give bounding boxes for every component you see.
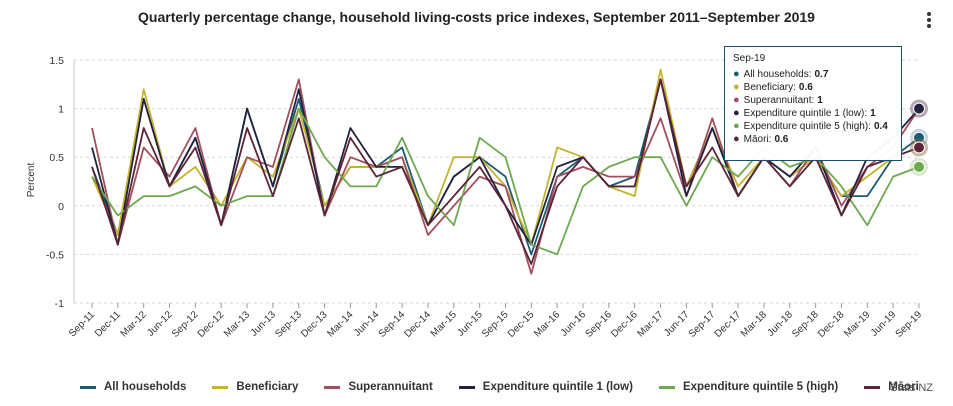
y-axis-ticks: -1 -0.5 0 0.5 1 1.5 <box>46 55 64 310</box>
x-tick-label: Jun-14 <box>352 309 382 339</box>
x-tick-label: Sep-18 <box>790 309 821 340</box>
tooltip-label: Expenditure quintile 5 (high): <box>743 121 871 132</box>
tooltip-row: ● Expenditure quintile 5 (high): 0.4 <box>733 120 893 133</box>
x-tick-label: Dec-11 <box>93 309 123 339</box>
y-tick-label: 1.5 <box>49 55 64 67</box>
tooltip: Sep-19 ● All households: 0.7 ● Beneficiary: 0… <box>724 46 902 161</box>
x-tick-label: Dec-17 <box>713 309 744 340</box>
x-tick-label: Dec-18 <box>816 309 847 340</box>
x-tick-label: Mar-15 <box>429 309 459 339</box>
legend-item[interactable]: Beneficiary <box>212 381 298 393</box>
x-tick-label: Mar-16 <box>532 309 562 339</box>
legend-label: All households <box>104 381 187 393</box>
tooltip-dot-icon: ● <box>733 68 740 80</box>
x-tick-label: Dec-13 <box>299 309 330 340</box>
tooltip-row: ● Beneficiary: 0.6 <box>733 81 893 94</box>
tooltip-dot-icon: ● <box>733 81 740 93</box>
x-tick-label: Mar-14 <box>325 309 355 339</box>
x-tick-label: Sep-14 <box>377 309 408 340</box>
tooltip-row: ● Māori: 0.6 <box>733 133 893 146</box>
tooltip-value: 1 <box>870 108 876 119</box>
legend-label: Expenditure quintile 1 (low) <box>482 381 633 393</box>
tooltip-value: 0.7 <box>814 69 829 80</box>
chart-title: Quarterly percentage change, household l… <box>138 9 815 25</box>
y-tick-label: 0.5 <box>49 152 64 164</box>
tooltip-label: Superannuitant: <box>743 95 815 106</box>
source-label: Stats NZ <box>890 382 933 394</box>
x-tick-label: Jun-16 <box>559 309 589 339</box>
tooltip-label: Expenditure quintile 1 (low): <box>743 108 868 119</box>
legend: All households Beneficiary Superannuitant E… <box>80 381 945 393</box>
data-point-marker[interactable] <box>913 141 925 154</box>
x-tick-label: Mar-19 <box>842 309 872 339</box>
x-tick-label: Sep-17 <box>687 309 718 340</box>
x-axis-ticks: Sep-11Dec-11Mar-12Jun-12Sep-12Dec-12Mar-… <box>67 303 924 340</box>
x-tick-label: Sep-16 <box>583 309 614 340</box>
x-tick-label: Jun-19 <box>869 309 899 339</box>
x-tick-label: Mar-18 <box>739 309 769 339</box>
y-axis-label: Percent <box>26 163 37 198</box>
tooltip-row: ● Expenditure quintile 1 (low): 1 <box>733 107 893 120</box>
x-tick-label: Jun-18 <box>766 309 796 339</box>
x-tick-label: Dec-16 <box>609 309 640 340</box>
chart-menu-icon[interactable] <box>922 10 936 32</box>
tooltip-dot-icon: ● <box>733 107 740 119</box>
x-tick-label: Sep-11 <box>67 309 97 339</box>
tooltip-value: 1 <box>817 95 823 106</box>
tooltip-row: ● Superannuitant: 1 <box>733 94 893 107</box>
tooltip-rows: ● All households: 0.7 ● Beneficiary: 0.6 ● Supe… <box>733 68 893 146</box>
x-tick-label: Jun-15 <box>455 309 485 339</box>
x-tick-label: Dec-15 <box>506 309 537 340</box>
legend-label: Superannuitant <box>348 381 433 393</box>
data-point-marker[interactable] <box>913 102 925 115</box>
data-point-marker[interactable] <box>913 160 925 173</box>
tooltip-date: Sep-19 <box>733 53 766 64</box>
legend-swatch <box>864 385 881 389</box>
tooltip-value: 0.4 <box>873 121 888 132</box>
tooltip-value: 0.6 <box>798 82 813 93</box>
tooltip-label: All households: <box>743 69 812 80</box>
x-tick-label: Mar-12 <box>119 309 149 339</box>
y-tick-label: 0 <box>58 201 64 213</box>
legend-swatch <box>658 385 675 389</box>
x-tick-label: Jun-12 <box>145 309 175 339</box>
x-tick-label: Sep-15 <box>480 309 511 340</box>
x-tick-label: Dec-12 <box>196 309 227 340</box>
series-line[interactable] <box>91 78 920 266</box>
legend-item[interactable]: Māori <box>864 381 919 393</box>
legend-label: Māori <box>888 381 919 393</box>
legend-item[interactable]: Expenditure quintile 1 (low) <box>458 381 633 393</box>
legend-label: Expenditure quintile 5 (high) <box>682 381 839 393</box>
tooltip-dot-icon: ● <box>733 94 740 106</box>
legend-swatch <box>458 385 475 389</box>
legend-swatch <box>324 385 341 389</box>
x-tick-label: Mar-13 <box>222 309 252 339</box>
x-tick-label: Sep-12 <box>170 309 201 340</box>
legend-swatch <box>212 385 229 389</box>
x-tick-label: Jun-13 <box>249 309 279 339</box>
tooltip-label: Beneficiary: <box>743 82 796 93</box>
x-tick-label: Sep-13 <box>273 309 304 340</box>
y-tick-label: -1 <box>55 298 64 310</box>
tooltip-dot-icon: ● <box>733 133 740 145</box>
tooltip-label: Māori: <box>743 134 772 145</box>
legend-item[interactable]: All households <box>80 381 186 393</box>
y-tick-label: -0.5 <box>46 249 64 261</box>
x-tick-label: Jun-17 <box>662 309 692 339</box>
y-tick-label: 1 <box>58 104 64 116</box>
x-tick-label: Mar-17 <box>635 309 665 339</box>
legend-item[interactable]: Expenditure quintile 5 (high) <box>658 381 839 393</box>
tooltip-dot-icon: ● <box>733 120 740 132</box>
tooltip-row: ● All households: 0.7 <box>733 68 893 81</box>
legend-swatch <box>80 385 96 389</box>
hover-markers <box>910 99 928 176</box>
x-tick-label: Sep-19 <box>894 309 925 340</box>
legend-label: Beneficiary <box>236 381 299 393</box>
x-tick-label: Dec-14 <box>403 309 434 340</box>
legend-item[interactable]: Superannuitant <box>324 381 433 393</box>
tooltip-value: 0.6 <box>774 134 789 145</box>
